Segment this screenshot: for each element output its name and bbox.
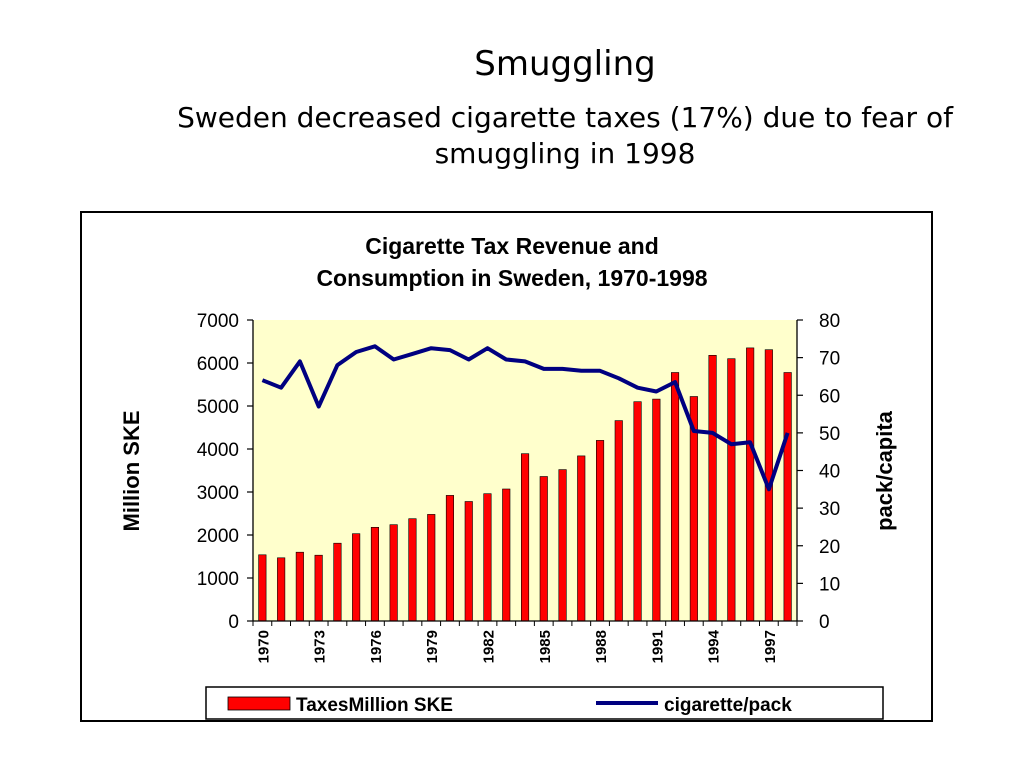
bar-1984	[520, 453, 530, 622]
y2-axis-title: pack/capita	[872, 410, 897, 531]
bar-1979	[427, 514, 436, 622]
slide-subtitle: Sweden decreased cigarette taxes (17%) d…	[177, 101, 953, 170]
bar-1990	[633, 401, 642, 622]
bar-1972	[295, 551, 304, 622]
bar-1986	[558, 469, 567, 622]
x-tick-label: 1991	[649, 630, 666, 663]
bar-1975	[352, 533, 361, 622]
y-tick-label: 6000	[197, 354, 239, 375]
y-tick-label: 5000	[197, 397, 239, 418]
x-tick-label: 1988	[593, 630, 610, 663]
bar-1996	[746, 347, 755, 622]
chart-title-line: Cigarette Tax Revenue and	[365, 233, 659, 259]
slide-title: Smuggling	[474, 44, 656, 84]
legend-label-taxes: TaxesMillion SKE	[296, 695, 453, 716]
x-tick-label: 1976	[368, 630, 385, 663]
x-tick-label: 1973	[312, 630, 329, 663]
consumption-line	[261, 344, 790, 492]
x-tick-label: 1994	[706, 629, 723, 663]
bar-1992	[670, 372, 680, 622]
bar-1991	[652, 398, 661, 622]
bar-1995	[727, 358, 736, 622]
legend-bar-swatch	[227, 696, 291, 711]
bar-1971	[277, 557, 286, 622]
bar-1973	[314, 554, 323, 622]
bar-1988	[595, 440, 605, 622]
chart-title-line: Consumption in Sweden, 1970-1998	[316, 265, 707, 291]
legend	[205, 686, 884, 720]
x-tick-label: 1979	[424, 630, 441, 663]
bar-1976	[370, 526, 380, 622]
y2-tick-label: 60	[819, 386, 840, 407]
y-tick-label: 2000	[197, 526, 239, 547]
bar-1982	[483, 493, 492, 622]
y-axis-title: Million SKE	[119, 411, 144, 532]
y-tick-label: 1000	[197, 569, 239, 590]
y2-tick-label: 40	[819, 462, 840, 483]
x-tick-label: 1985	[537, 630, 554, 663]
bar-1977	[389, 524, 398, 622]
x-tick-label: 1997	[762, 630, 779, 663]
bar-1981	[464, 501, 473, 622]
x-tick-label: 1970	[255, 630, 272, 663]
y2-tick-label: 50	[819, 424, 840, 445]
bar-1978	[408, 518, 417, 622]
bar-1985	[539, 476, 548, 622]
bar-1994	[708, 354, 717, 622]
y-tick-label: 0	[228, 612, 239, 633]
bar-1989	[614, 420, 623, 622]
y2-tick-label: 20	[819, 537, 840, 558]
bar-1998	[783, 372, 792, 622]
bar-1983	[502, 488, 511, 622]
bar-1980	[445, 495, 455, 622]
y2-tick-label: 30	[819, 499, 840, 520]
y-tick-label: 3000	[197, 483, 239, 504]
y-tick-label: 4000	[197, 440, 239, 461]
y2-tick-label: 70	[819, 349, 840, 370]
bar-1987	[577, 455, 586, 622]
y-tick-label: 7000	[197, 311, 239, 332]
bar-1970	[258, 554, 267, 622]
bar-1974	[333, 542, 342, 622]
y2-tick-label: 80	[819, 311, 840, 332]
y2-tick-label: 0	[819, 612, 830, 633]
x-tick-label: 1982	[481, 630, 498, 663]
y2-tick-label: 10	[819, 574, 840, 595]
legend-label-consumption: cigarette/pack	[664, 695, 792, 716]
